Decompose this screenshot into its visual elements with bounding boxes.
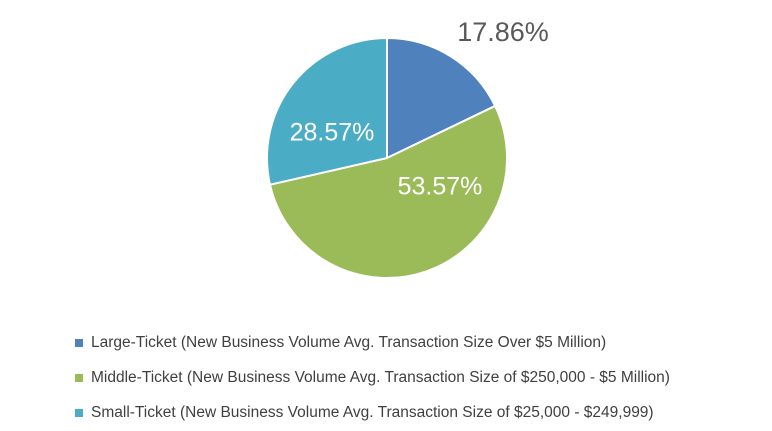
pie-slice-2 [266, 36, 388, 186]
data-label-0: 17.86% [457, 17, 549, 47]
legend-item-2: Small-Ticket (New Business Volume Avg. T… [75, 395, 670, 430]
legend-label: Small-Ticket (New Business Volume Avg. T… [91, 403, 654, 421]
legend-swatch [75, 373, 83, 382]
legend-swatch [75, 408, 83, 417]
legend-item-0: Large-Ticket (New Business Volume Avg. T… [75, 325, 670, 360]
pie-slice-1 [268, 104, 508, 279]
legend-label: Middle-Ticket (New Business Volume Avg. … [91, 368, 670, 386]
data-label-1: 53.57% [398, 173, 483, 201]
pie-slices [266, 36, 508, 279]
pie-slice-0 [386, 36, 497, 160]
legend: Large-Ticket (New Business Volume Avg. T… [75, 325, 670, 430]
data-label-2: 28.57% [290, 119, 375, 147]
legend-swatch [75, 338, 83, 347]
legend-label: Large-Ticket (New Business Volume Avg. T… [91, 333, 607, 351]
legend-item-1: Middle-Ticket (New Business Volume Avg. … [75, 360, 670, 395]
data-labels: 17.86% 53.57% 28.57% [290, 17, 549, 200]
